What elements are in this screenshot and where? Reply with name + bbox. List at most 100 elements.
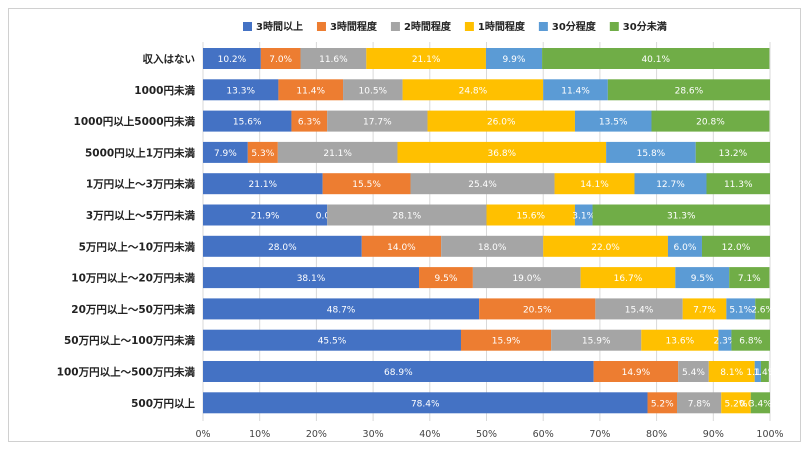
bar-segment — [606, 141, 696, 163]
data-label: 28.1% — [393, 212, 422, 222]
x-tick-label: 30% — [363, 429, 384, 440]
x-tick-label: 0% — [195, 429, 210, 440]
legend-label: 1時間程度 — [478, 20, 526, 33]
bar-segment — [675, 267, 730, 289]
data-label: 48.7% — [327, 305, 356, 315]
data-label: 38.1% — [297, 274, 326, 284]
data-label: 24.8% — [459, 86, 488, 96]
legend-swatch — [316, 22, 326, 31]
data-label: 19.0% — [512, 274, 541, 284]
bar-segment — [754, 361, 761, 382]
data-label: 15.4% — [625, 305, 654, 315]
bar-segment — [731, 329, 770, 351]
legend-swatch — [609, 22, 619, 31]
bar-segment — [322, 173, 411, 195]
data-label: 11.6% — [319, 55, 348, 65]
bar-segment — [203, 235, 362, 257]
data-label: 20.8% — [696, 118, 725, 128]
bar-segment — [203, 204, 328, 226]
data-label: 7.0% — [269, 55, 292, 65]
bar-segment — [755, 298, 770, 320]
bar-segment — [427, 110, 575, 132]
data-label: 21.1% — [323, 149, 352, 159]
bar-segment — [479, 298, 596, 320]
data-label: 9.5% — [691, 274, 714, 284]
bar-segment — [260, 48, 301, 69]
data-label: 1.4% — [753, 368, 776, 378]
category-label: 収入はない — [143, 54, 196, 66]
x-tick-label: 10% — [249, 429, 270, 440]
bar-segment — [327, 204, 487, 226]
bar-segment — [203, 329, 461, 351]
data-label: 15.9% — [492, 337, 521, 347]
bar-segment — [327, 110, 428, 132]
bar-segment — [203, 79, 279, 101]
bar-segment — [366, 48, 486, 69]
legend-label: 3時間程度 — [330, 20, 378, 33]
bar-segment — [441, 235, 544, 257]
data-label: 40.1% — [641, 55, 670, 65]
data-label: 45.5% — [318, 337, 347, 347]
category-label: 10万円以上～20万円未満 — [71, 272, 195, 285]
category-label: 5000円以上1万円未満 — [85, 146, 196, 159]
data-label: 15.6% — [516, 212, 545, 222]
data-label: 31.3% — [667, 212, 696, 222]
bar-segment — [203, 392, 648, 414]
legend-swatch — [464, 22, 474, 31]
category-label: 20万円以上～50万円未満 — [71, 303, 195, 316]
gridlines — [202, 42, 771, 421]
x-tick-label: 50% — [476, 429, 497, 440]
category-label: 1000円未満 — [134, 84, 195, 97]
category-label: 100万円以上～500万円未満 — [57, 366, 196, 379]
bar-segment — [397, 141, 607, 163]
data-label: 2.6% — [751, 305, 774, 315]
data-label: 8.1% — [720, 368, 743, 378]
bar-segment — [667, 235, 702, 257]
category-label: 500万円以上 — [131, 397, 195, 410]
data-label: 21.9% — [251, 212, 280, 222]
category-labels: 収入はない 1000円未満 1000円以上5000円未満 5000円以上1万円未満 1万… — [57, 54, 196, 410]
bar-segment — [543, 79, 608, 101]
data-label: 9.5% — [435, 274, 458, 284]
category-label: 3万円以上～5万円未満 — [86, 209, 196, 222]
data-label: 15.5% — [352, 180, 381, 190]
legend-label: 30分程度 — [552, 20, 597, 33]
bar-segment — [203, 267, 420, 289]
bar-segment — [574, 204, 593, 226]
category-label: 50万円以上～100万円未満 — [64, 334, 196, 347]
bar-segment — [472, 267, 581, 289]
data-label: 9.9% — [503, 55, 526, 65]
legend-swatch — [243, 22, 252, 31]
data-label: 5.1% — [729, 305, 752, 315]
bar-segment — [300, 48, 367, 69]
data-label: 15.6% — [233, 118, 262, 128]
bar-segment — [247, 141, 278, 163]
bar-segment — [760, 361, 769, 382]
data-label: 13.2% — [719, 149, 748, 159]
category-label: 5万円以上～10万円未満 — [79, 240, 196, 253]
data-label: 5.2% — [725, 399, 748, 409]
data-label: 11.3% — [724, 180, 753, 190]
data-label: 1.1% — [746, 368, 769, 378]
bar-segment — [595, 298, 683, 320]
data-label: 2.3% — [713, 337, 736, 347]
bars: 10.2% 7.0% 11.6% 21.1% 9.9% 40.1% 13.3% 11.4% 10… — [203, 48, 777, 414]
data-label: 25.4% — [468, 180, 497, 190]
bar-segment — [291, 110, 328, 132]
legend-swatch — [538, 22, 548, 31]
data-label: 21.1% — [412, 55, 441, 65]
legend-label: 2時間程度 — [404, 20, 452, 33]
data-label: 13.6% — [666, 337, 695, 347]
bar-segment — [677, 392, 722, 414]
data-label: 7.9% — [214, 149, 237, 159]
x-tick-label: 40% — [419, 429, 440, 440]
data-label: 14.9% — [622, 368, 651, 378]
bar-segment — [278, 79, 344, 101]
bar-segment — [203, 173, 323, 195]
data-label: 11.4% — [296, 86, 325, 96]
bar-segment — [485, 48, 543, 69]
bar-segment — [203, 298, 480, 320]
bar-segment — [647, 392, 678, 414]
